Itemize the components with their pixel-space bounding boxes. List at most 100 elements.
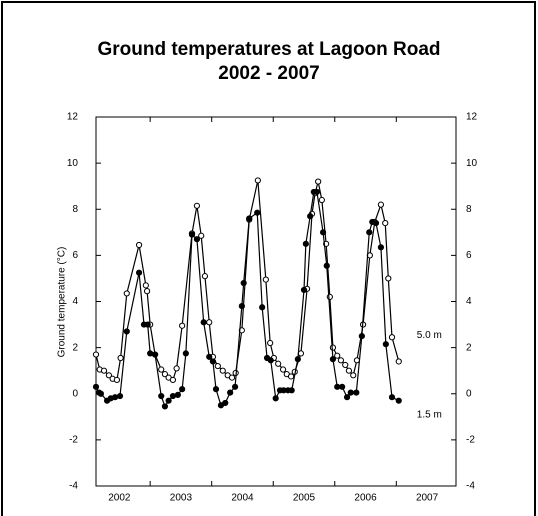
x-tick-label: 2006 (354, 493, 377, 504)
data-point (158, 392, 165, 400)
data-point (334, 352, 341, 359)
data-point (144, 321, 151, 328)
data-point (272, 395, 279, 402)
data-point (161, 371, 169, 378)
data-point (238, 303, 245, 310)
y2-tick-label: 10 (466, 158, 478, 169)
data-point (227, 389, 234, 396)
data-point (345, 367, 353, 374)
chart-title: Ground temperatures at Lagoon Road (97, 39, 440, 60)
data-point (111, 394, 119, 401)
data-point (315, 178, 322, 185)
data-point (200, 319, 207, 326)
data-point (92, 351, 100, 358)
series-line (95, 191, 400, 408)
data-point (123, 328, 130, 335)
data-point (142, 282, 149, 289)
data-point (300, 286, 308, 294)
x-tick-label: 2002 (108, 493, 131, 504)
data-point (262, 276, 269, 283)
data-point (193, 202, 201, 209)
plot-frame (95, 116, 457, 487)
data-point (388, 334, 396, 341)
y2-tick-label: -2 (466, 435, 475, 446)
data-point (385, 275, 392, 282)
y2-tick-label: 4 (466, 296, 472, 307)
data-point (113, 376, 121, 384)
x-tick-label: 2004 (231, 493, 254, 504)
data-point (329, 344, 337, 351)
y2-tick-label: 0 (466, 388, 472, 399)
y-tick-label: -2 (69, 435, 78, 446)
data-point (343, 394, 351, 401)
data-point (206, 319, 213, 326)
data-point (231, 383, 239, 390)
data-point (169, 376, 177, 384)
data-point (275, 360, 282, 367)
data-point (100, 367, 108, 374)
data-point (382, 341, 389, 348)
x-tick-label: 2005 (293, 493, 316, 504)
x-tick-label: 2007 (416, 493, 439, 504)
data-point (372, 219, 380, 227)
data-point (246, 215, 253, 222)
data-point (179, 386, 186, 393)
y-tick-label: 10 (67, 158, 79, 169)
data-point (117, 354, 124, 362)
series-label: 5.0 m (417, 330, 442, 341)
data-point (161, 403, 169, 410)
data-point (395, 397, 402, 404)
data-point (212, 386, 220, 393)
data-point (377, 201, 385, 208)
y-tick-label: 4 (72, 296, 78, 307)
data-point (302, 240, 309, 247)
data-point (358, 332, 365, 340)
data-point (222, 399, 229, 407)
data-point (198, 232, 205, 239)
data-point (353, 389, 360, 396)
data-point (287, 373, 295, 380)
data-point (92, 383, 100, 390)
data-point (388, 394, 396, 401)
data-point (240, 279, 247, 287)
data-point (350, 372, 357, 379)
data-point (339, 383, 346, 390)
data-point (116, 392, 124, 400)
data-point (193, 236, 201, 243)
data-point (307, 213, 314, 220)
data-point (313, 188, 321, 196)
data-point (151, 351, 159, 358)
data-point (201, 273, 209, 280)
data-point (366, 229, 373, 236)
y-axis-label: Ground temperature (°C) (57, 247, 68, 358)
series-line (95, 180, 400, 381)
data-point (209, 358, 217, 365)
data-point (294, 356, 301, 363)
data-point (326, 293, 333, 300)
data-point (173, 365, 180, 372)
data-point (214, 362, 221, 370)
data-point (158, 366, 165, 373)
data-point (267, 339, 274, 347)
y-tick-label: 2 (72, 342, 78, 353)
x-tick-label: 2003 (170, 493, 193, 504)
data-point (143, 288, 151, 295)
chart-subtitle: 2002 - 2007 (218, 63, 319, 84)
data-point (219, 367, 226, 374)
data-point (259, 304, 266, 311)
data-point (188, 231, 196, 238)
data-point (334, 383, 341, 390)
data-point (395, 358, 402, 365)
y-tick-label: 6 (72, 250, 78, 261)
data-point (97, 390, 105, 397)
data-point (288, 387, 295, 394)
data-point (254, 209, 261, 216)
y-tick-label: 12 (67, 112, 79, 123)
data-point (319, 229, 327, 236)
data-point (228, 374, 236, 381)
data-point (318, 196, 325, 204)
data-point (342, 361, 349, 369)
data-point (267, 357, 274, 364)
series-label: 1.5 m (417, 409, 442, 420)
